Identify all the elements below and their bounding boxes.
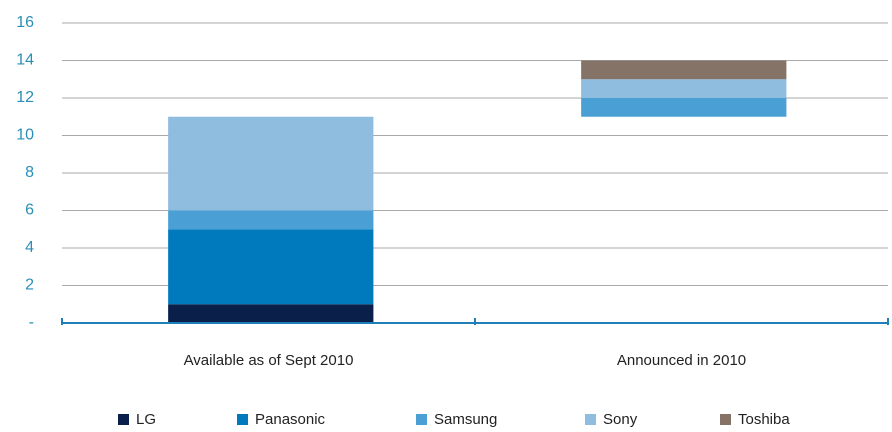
x-tick-label: Announced in 2010 [617,352,746,369]
legend-swatch [237,414,248,425]
y-tick-label: - [29,314,34,331]
bar-segment [581,98,787,117]
y-tick-label: 14 [16,52,34,69]
bar-segment [168,210,374,230]
bar-segment [168,229,374,305]
legend-label: LG [136,411,156,428]
legend-swatch [585,414,596,425]
y-tick-label: 4 [25,239,34,256]
bar-segment [168,304,374,323]
legend-swatch [416,414,427,425]
legend-label: Panasonic [255,411,326,428]
bar-segment [581,60,787,80]
bar-segment [168,116,374,211]
y-tick-label: 6 [25,202,34,219]
legend-label: Sony [603,411,638,428]
y-tick-label: 8 [25,164,34,181]
x-tick-label: Available as of Sept 2010 [184,352,354,369]
legend-label: Toshiba [738,411,790,428]
y-tick-label: 2 [25,277,34,294]
legend-swatch [118,414,129,425]
y-tick-label: 10 [16,127,34,144]
bar-segment [581,79,787,98]
y-tick-label: 16 [16,14,34,31]
legend-swatch [720,414,731,425]
legend-label: Samsung [434,411,497,428]
y-tick-label: 12 [16,89,34,106]
